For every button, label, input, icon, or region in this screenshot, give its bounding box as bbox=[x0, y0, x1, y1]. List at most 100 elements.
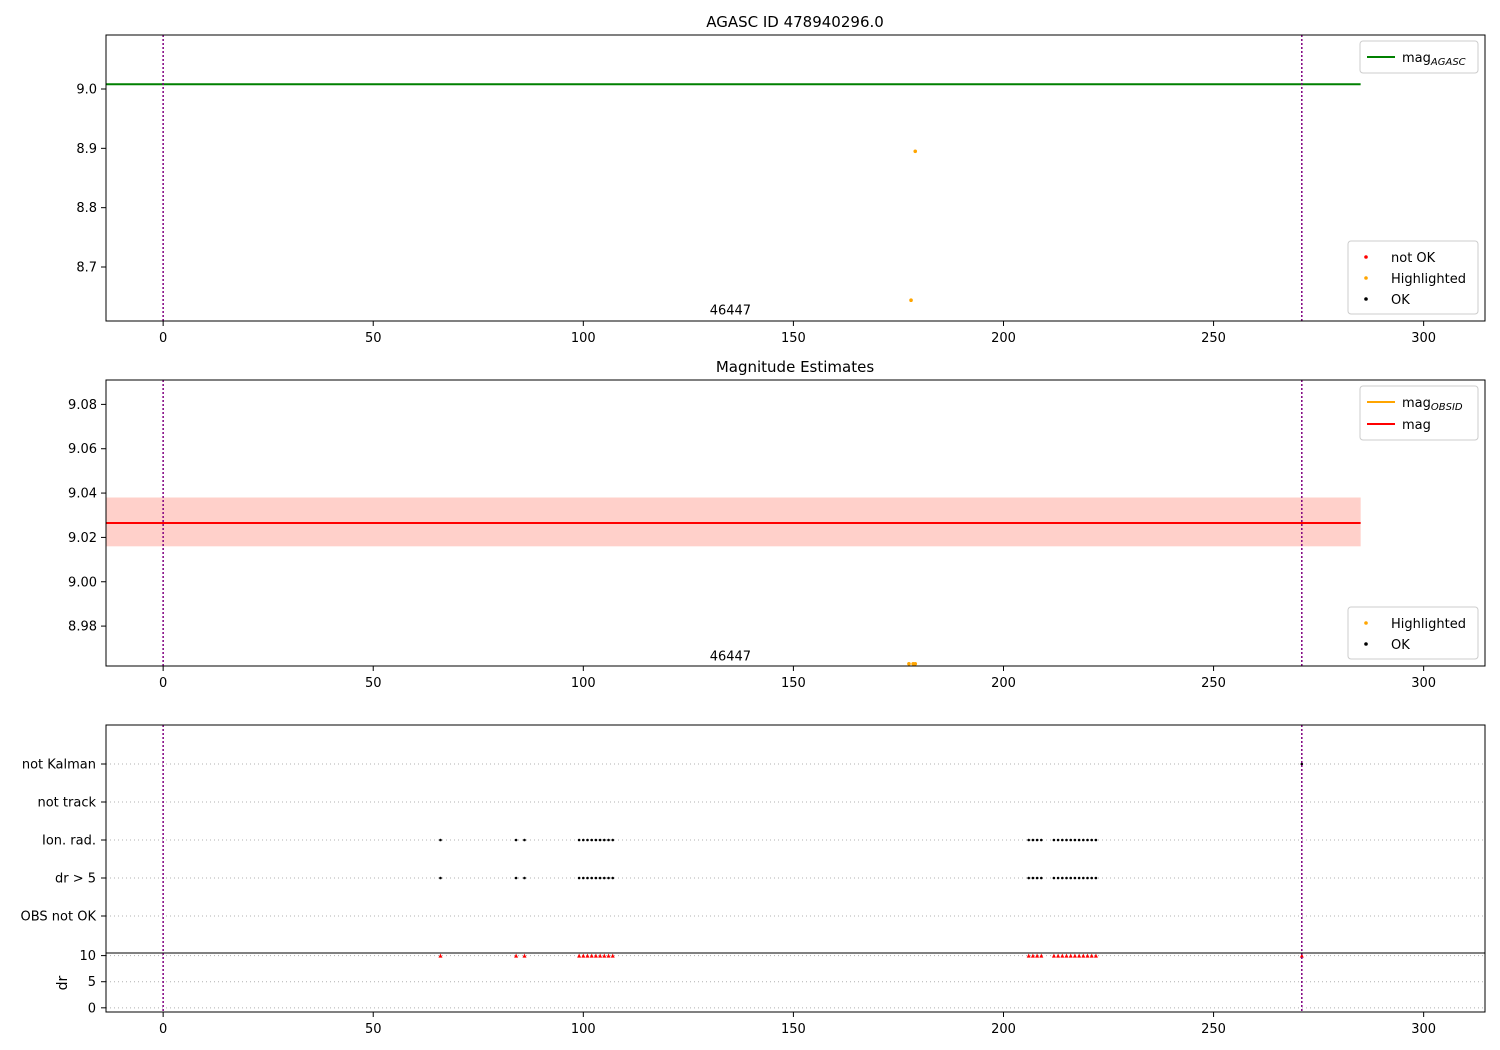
flag-point-ion-rad bbox=[514, 838, 518, 842]
p1-legend-box bbox=[1347, 240, 1479, 315]
p1-xtick-label: 0 bbox=[159, 331, 167, 346]
flag-point-ion-rad bbox=[598, 838, 602, 842]
dr-capped-marker bbox=[610, 953, 615, 958]
flag-point-dr-gt-5 bbox=[523, 876, 526, 880]
p2-legend-point-label: Highlighted bbox=[1391, 617, 1466, 632]
flag-point-dr-gt-5 bbox=[1082, 876, 1085, 880]
flag-row-label-ion-rad: Ion. rad. bbox=[42, 834, 96, 849]
p2-legend-point-swatch bbox=[1364, 621, 1368, 625]
p2-ytick-label: 9.08 bbox=[68, 398, 97, 413]
flag-point-dr-gt-5 bbox=[1027, 876, 1030, 880]
dr-capped-marker bbox=[1056, 953, 1061, 958]
flag-point-ion-rad bbox=[1069, 838, 1073, 842]
p1-xtick-label: 250 bbox=[1201, 331, 1226, 346]
panel-magnitude-axes: 8.98 9.00 9.02 9.04 9.06 9.08 0 50 100 150 200 250 3… bbox=[68, 398, 1436, 691]
dr-capped-marker bbox=[1068, 953, 1073, 958]
flag-point-dr-gt-5 bbox=[590, 876, 594, 880]
dr-capped-marker bbox=[514, 953, 519, 958]
panel-magnitude-plot-area bbox=[106, 380, 1361, 666]
flag-point-dr-gt-5 bbox=[586, 876, 589, 880]
p2-ytick-label: 9.02 bbox=[68, 531, 97, 546]
flag-point-ion-rad bbox=[577, 838, 581, 842]
p2-ytick-label: 8.98 bbox=[68, 620, 97, 635]
p1-legend-point-swatch bbox=[1364, 297, 1368, 301]
flag-point-ion-rad bbox=[1035, 838, 1039, 842]
panel-agasc-legend-lines: magAGASC bbox=[1359, 40, 1479, 74]
p1-ytick-label: 9.0 bbox=[76, 82, 97, 97]
dr-capped-marker bbox=[1039, 953, 1044, 958]
dr-capped-marker bbox=[1093, 953, 1098, 958]
p2-ytick-label: 9.06 bbox=[68, 442, 97, 457]
p2-ytick-label: 9.00 bbox=[68, 575, 97, 590]
p1-xtick-label: 300 bbox=[1411, 331, 1436, 346]
flag-point-dr-gt-5 bbox=[1090, 876, 1094, 880]
p1-ytick-label: 8.9 bbox=[76, 142, 97, 157]
p3-xtick-label: 200 bbox=[991, 1022, 1016, 1037]
flag-point-dr-gt-5 bbox=[1039, 876, 1043, 880]
panel-flags-plot-area bbox=[106, 725, 1485, 1012]
p2-legend-box bbox=[1347, 606, 1479, 660]
flag-point-ion-rad bbox=[1082, 838, 1085, 842]
panel-magnitude: Magnitude Estimates 46447 8.98 9.00 9.02 9.… bbox=[68, 358, 1486, 691]
dr-tick-label: 10 bbox=[79, 949, 96, 964]
p1-ytick-label: 8.7 bbox=[76, 261, 97, 276]
flag-row-label-not-track: not track bbox=[37, 796, 96, 811]
p2-xtick-label: 250 bbox=[1201, 676, 1226, 691]
dr-capped-marker bbox=[606, 953, 611, 958]
p2-xtick-label: 200 bbox=[991, 676, 1016, 691]
flag-point-dr-gt-5 bbox=[1031, 876, 1035, 880]
p1-legend-point-swatch bbox=[1364, 255, 1368, 259]
p1-xtick-label: 100 bbox=[571, 331, 596, 346]
flag-point-dr-gt-5 bbox=[1056, 876, 1060, 880]
flag-point-ion-rad bbox=[594, 838, 598, 842]
dr-axis-label: dr bbox=[55, 975, 71, 990]
p2-ytick-label: 9.04 bbox=[68, 487, 97, 502]
dr-capped-marker bbox=[1077, 953, 1082, 958]
flag-point-ion-rad bbox=[1094, 838, 1098, 842]
panel-agasc-axes: 8.7 8.8 8.9 9.0 0 50 100 150 200 250 300 bbox=[76, 82, 1436, 346]
p2-uncertainty-band bbox=[106, 497, 1361, 547]
flag-point-ion-rad bbox=[523, 838, 526, 842]
flag-point-ion-rad bbox=[1027, 838, 1030, 842]
p2-legend-point-swatch bbox=[1364, 642, 1368, 646]
dr-capped-marker bbox=[1085, 953, 1090, 958]
flag-point-ion-rad bbox=[1086, 838, 1089, 842]
dr-capped-marker bbox=[1030, 953, 1035, 958]
panel-flags-frame bbox=[105, 724, 1486, 1013]
dr-capped-marker bbox=[593, 953, 598, 958]
dr-capped-marker bbox=[589, 953, 594, 958]
flag-point-not-kalman bbox=[1300, 762, 1304, 766]
flag-point-ion-rad bbox=[582, 838, 585, 842]
flag-point-dr-gt-5 bbox=[1086, 876, 1089, 880]
flag-row-label-obs-not-ok: OBS not OK bbox=[21, 910, 97, 925]
flag-point-ion-rad bbox=[1090, 838, 1094, 842]
p1-xtick-label: 200 bbox=[991, 331, 1016, 346]
p2-xtick-label: 150 bbox=[781, 676, 806, 691]
flag-point-dr-gt-5 bbox=[607, 876, 610, 880]
p2-xtick-label: 0 bbox=[159, 676, 167, 691]
flag-point-dr-gt-5 bbox=[582, 876, 585, 880]
dr-tick-label: 5 bbox=[88, 975, 96, 990]
p2-legend-line-label: mag bbox=[1402, 418, 1431, 433]
dr-capped-marker bbox=[1035, 953, 1040, 958]
flag-point-ion-rad bbox=[1056, 838, 1060, 842]
panel-magnitude-frame bbox=[105, 379, 1486, 667]
flag-point-ion-rad bbox=[1031, 838, 1035, 842]
panel-flags-axes: not Kalman not track Ion. rad. dr > 5 OBS no… bbox=[21, 758, 1437, 1038]
dr-capped-marker bbox=[1026, 953, 1031, 958]
flag-point-ion-rad bbox=[1065, 838, 1068, 842]
flag-point-ion-rad bbox=[439, 838, 442, 842]
p2-xtick-label: 100 bbox=[571, 676, 596, 691]
dr-capped-marker bbox=[581, 953, 586, 958]
flag-row-label-not-kalman: not Kalman bbox=[22, 758, 96, 773]
p3-xtick-label: 100 bbox=[571, 1022, 596, 1037]
panel-agasc-annotation: 46447 bbox=[710, 303, 751, 318]
p1-legend-point-label: Highlighted bbox=[1391, 272, 1466, 287]
flag-point-dr-gt-5 bbox=[1073, 876, 1077, 880]
flag-point-dr-gt-5 bbox=[598, 876, 602, 880]
flag-point-dr-gt-5 bbox=[1069, 876, 1073, 880]
p2-point-highlighted bbox=[913, 661, 918, 666]
flag-point-dr-gt-5 bbox=[1094, 876, 1098, 880]
flag-point-ion-rad bbox=[607, 838, 610, 842]
